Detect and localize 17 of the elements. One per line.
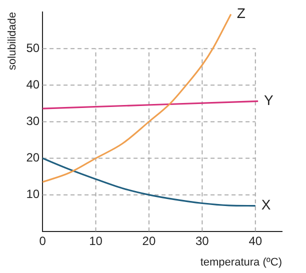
- y-tick-label: 50: [26, 40, 40, 55]
- x-tick-label: 10: [89, 234, 103, 248]
- line-series: [42, 157, 256, 207]
- line-series: [42, 13, 232, 183]
- series-label: Y: [264, 92, 274, 108]
- y-tick-label: 40: [26, 77, 40, 92]
- x-tick-label: 30: [196, 234, 210, 248]
- x-tick-label: 0: [39, 234, 46, 248]
- y-tick-label: 20: [26, 150, 40, 165]
- y-tick-label: 30: [26, 114, 40, 128]
- y-tick-label: 10: [26, 187, 40, 202]
- x-tick-label: 40: [248, 234, 262, 248]
- y-axis-title: solubilidade: [6, 12, 19, 70]
- series-label: X: [261, 196, 272, 213]
- x-tick-label: 20: [142, 234, 156, 248]
- x-axis-title: temperatura (ºC): [200, 256, 282, 268]
- series-label: Z: [236, 5, 246, 22]
